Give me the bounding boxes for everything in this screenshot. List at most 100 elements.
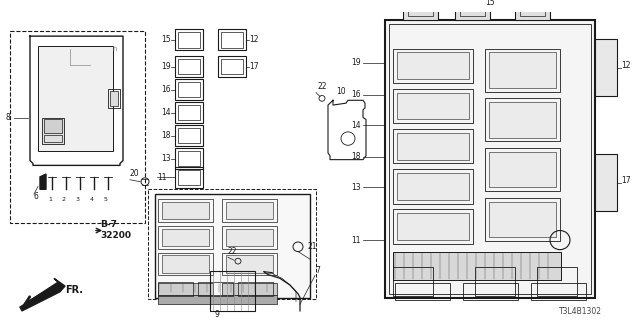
Bar	[158, 252, 213, 276]
Bar	[475, 267, 515, 296]
Bar	[178, 170, 200, 186]
Bar	[110, 91, 118, 106]
Bar	[222, 199, 277, 222]
Bar	[158, 282, 193, 296]
Bar	[221, 59, 243, 75]
Bar	[520, 9, 545, 16]
Bar	[218, 29, 246, 51]
Bar	[178, 105, 200, 120]
Bar	[38, 46, 113, 151]
Bar	[175, 79, 203, 100]
Bar	[393, 129, 473, 164]
Text: 6: 6	[34, 192, 39, 201]
Bar	[178, 59, 200, 75]
Bar	[515, 6, 550, 20]
Bar	[158, 226, 213, 249]
Bar	[162, 255, 209, 273]
Text: 7: 7	[315, 266, 320, 275]
Polygon shape	[20, 278, 65, 311]
Bar	[485, 198, 560, 241]
Bar	[108, 89, 120, 108]
Text: h: h	[112, 45, 116, 52]
Bar	[155, 194, 310, 298]
Bar	[148, 189, 316, 300]
Text: 20: 20	[130, 169, 140, 178]
Text: 19: 19	[161, 62, 171, 71]
Bar	[218, 56, 246, 77]
Text: 12: 12	[249, 36, 259, 44]
Bar	[178, 32, 200, 48]
Bar	[44, 135, 62, 142]
Bar	[175, 29, 203, 51]
Text: 22: 22	[228, 247, 237, 256]
Text: 13: 13	[161, 154, 171, 163]
Bar	[175, 56, 203, 77]
Text: 22: 22	[317, 82, 326, 92]
Bar	[393, 209, 473, 244]
Text: 4: 4	[90, 197, 94, 202]
Bar	[162, 228, 209, 246]
Text: 14: 14	[351, 121, 361, 130]
Bar	[397, 92, 469, 119]
Bar	[178, 82, 200, 97]
Text: 11: 11	[351, 236, 361, 244]
Text: 8: 8	[6, 113, 11, 122]
Bar	[393, 49, 473, 83]
Bar	[158, 199, 213, 222]
Text: FR.: FR.	[65, 285, 83, 295]
Text: 12: 12	[621, 61, 630, 70]
Text: 2: 2	[62, 197, 66, 202]
Bar	[44, 119, 62, 133]
Bar	[175, 102, 203, 123]
Bar	[389, 24, 591, 294]
Bar	[226, 228, 273, 246]
Bar	[162, 202, 209, 219]
Bar	[10, 31, 145, 223]
Bar	[393, 252, 561, 280]
Text: 16: 16	[351, 90, 361, 99]
Bar	[485, 148, 560, 191]
Text: 18: 18	[161, 131, 171, 140]
Text: 18: 18	[351, 152, 361, 161]
Bar	[393, 89, 473, 123]
Bar	[397, 173, 469, 200]
Bar	[531, 283, 586, 300]
Bar	[397, 52, 469, 79]
Text: 1: 1	[48, 197, 52, 202]
Text: 16: 16	[161, 85, 171, 94]
Bar	[460, 9, 485, 16]
Bar	[158, 283, 213, 295]
Bar	[178, 128, 200, 143]
Bar	[210, 271, 255, 311]
Text: 11: 11	[157, 173, 166, 182]
Bar	[238, 282, 273, 296]
Bar	[393, 267, 433, 296]
Bar	[403, 6, 438, 20]
Text: 3: 3	[76, 197, 80, 202]
Bar	[222, 226, 277, 249]
Text: T3L4B1302: T3L4B1302	[559, 308, 602, 316]
Text: 21: 21	[308, 242, 317, 251]
Text: 19: 19	[351, 59, 361, 68]
Bar	[222, 283, 277, 295]
Bar	[385, 20, 595, 298]
Text: 9: 9	[214, 310, 220, 319]
Text: 5: 5	[104, 197, 108, 202]
Bar	[408, 9, 433, 16]
Bar	[397, 213, 469, 240]
Bar	[595, 39, 617, 96]
Text: 15: 15	[485, 0, 495, 7]
Bar	[537, 267, 577, 296]
Bar	[485, 98, 560, 141]
Bar	[489, 152, 556, 188]
Bar	[226, 255, 273, 273]
Text: 17: 17	[249, 62, 259, 71]
Bar	[489, 202, 556, 237]
Bar	[175, 167, 203, 188]
Text: 32200: 32200	[100, 231, 131, 240]
Bar	[221, 32, 243, 48]
Text: 13: 13	[351, 183, 361, 192]
Bar	[178, 151, 200, 166]
Bar	[222, 252, 277, 276]
Bar	[42, 117, 64, 144]
